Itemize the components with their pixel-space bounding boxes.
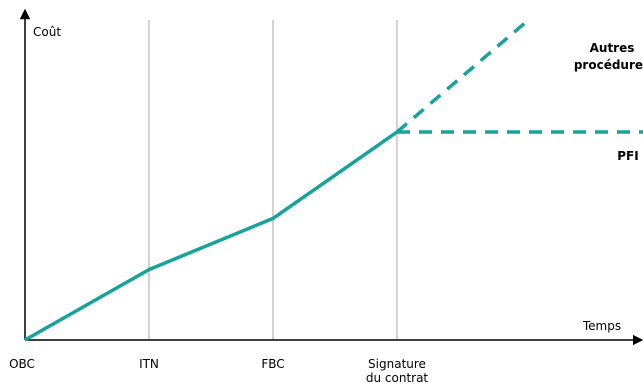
- series-line-1: [395, 18, 530, 134]
- y-axis-title: Coût: [33, 25, 61, 39]
- annotation-0: Autres procédures: [574, 41, 643, 72]
- annotations: Autres procédures PFI: [574, 41, 643, 163]
- annotation-1: PFI: [617, 149, 638, 163]
- series-layer: [24, 18, 643, 342]
- stage-label-3: Signature du contrat: [366, 357, 429, 385]
- x-axis-title: Temps: [582, 319, 621, 333]
- stage-label-2: FBC: [261, 357, 284, 371]
- stage-label-0: OBC: [9, 357, 35, 371]
- stage-label-1: ITN: [139, 357, 159, 371]
- stage-labels: OBC ITN FBC Signature du contrat: [9, 357, 428, 385]
- stage-lines: [148, 20, 398, 340]
- series-line-0: [24, 130, 399, 342]
